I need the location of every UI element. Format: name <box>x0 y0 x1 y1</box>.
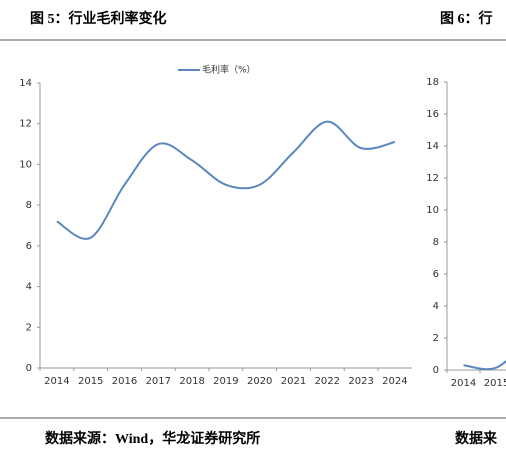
y-tick-label: 0 <box>26 363 32 374</box>
y-tick-label: 16 <box>426 109 439 120</box>
y-tick-label: 12 <box>426 173 439 184</box>
x-tick-label: 2023 <box>348 376 373 387</box>
y-tick-label: 10 <box>426 205 439 216</box>
y-tick-label: 2 <box>433 333 439 344</box>
x-tick-label: 2014 <box>451 378 476 389</box>
y-tick-label: 10 <box>19 159 32 170</box>
x-tick-label: 2015 <box>484 378 506 389</box>
y-tick-label: 4 <box>433 301 439 312</box>
x-tick-label: 2020 <box>247 376 272 387</box>
x-tick-label: 2015 <box>78 376 103 387</box>
line-series <box>56 120 396 240</box>
source: 数据来源：Wind，华龙证券研究所 <box>45 430 260 447</box>
y-tick-label: 6 <box>433 269 439 280</box>
y-tick-label: 12 <box>19 119 32 130</box>
x-tick-label: 2014 <box>44 376 69 387</box>
x-tick-label: 2021 <box>281 376 306 387</box>
y-tick-label: 14 <box>426 141 439 152</box>
y-tick-label: 8 <box>433 237 439 248</box>
y-tick-label: 14 <box>19 78 32 89</box>
x-tick-label: 2019 <box>213 376 238 387</box>
y-tick-label: 8 <box>26 200 32 211</box>
y-tick-label: 0 <box>433 365 439 376</box>
x-tick-label: 2022 <box>315 376 340 387</box>
x-tick-label: 2018 <box>179 376 204 387</box>
chart-title: 图 6：行 <box>440 10 493 27</box>
y-tick-label: 2 <box>26 322 32 333</box>
y-tick-label: 4 <box>26 282 32 293</box>
source: 数据来 <box>455 430 498 447</box>
x-tick-label: 2017 <box>146 376 171 387</box>
y-tick-label: 6 <box>26 241 32 252</box>
chart-title: 图 5：行业毛利率变化 <box>30 10 167 27</box>
x-tick-label: 2024 <box>382 376 407 387</box>
legend-label: 毛利率（%） <box>202 64 256 76</box>
line-series <box>463 360 506 371</box>
y-tick-label: 18 <box>426 77 439 88</box>
x-tick-label: 2016 <box>112 376 137 387</box>
